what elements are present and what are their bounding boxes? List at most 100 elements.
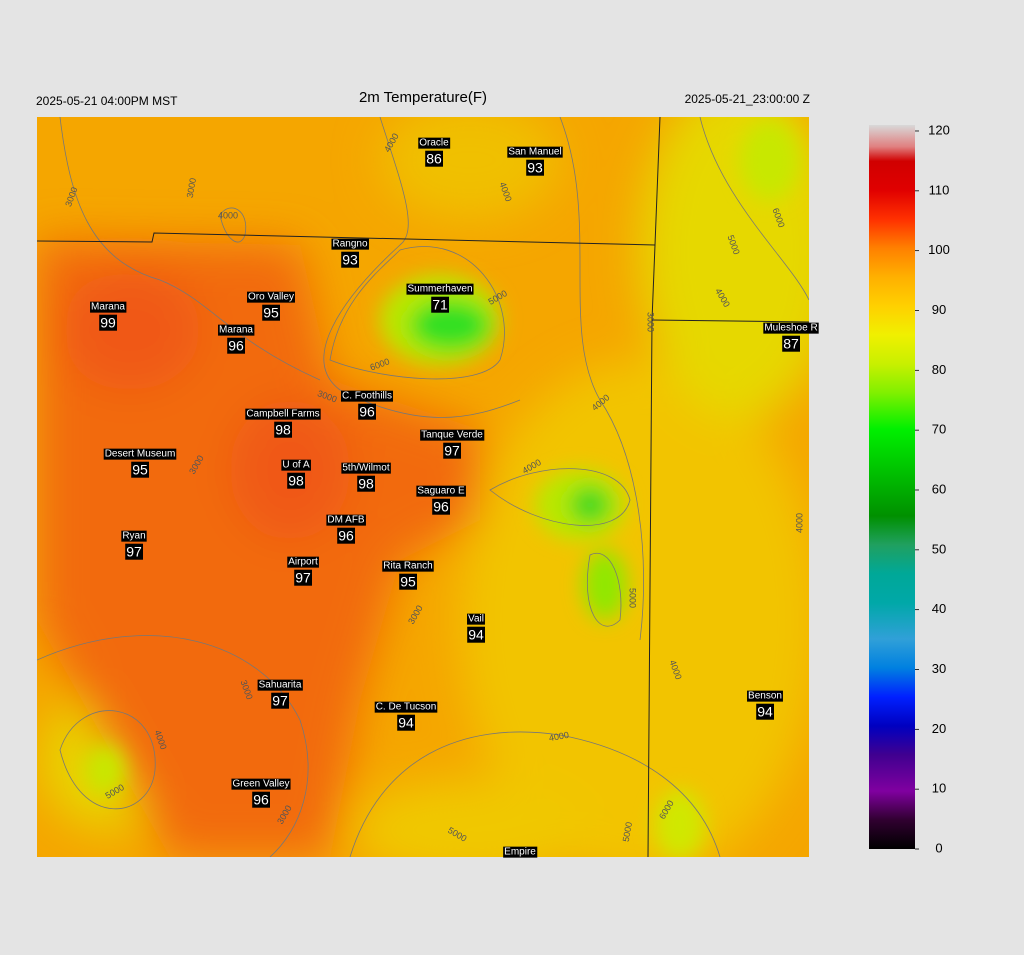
station-name-box bbox=[247, 291, 295, 303]
station-name: Empire bbox=[504, 847, 536, 858]
station-name-box bbox=[103, 448, 177, 460]
station-name: San Manuel bbox=[508, 147, 561, 158]
station-name-box bbox=[331, 238, 369, 250]
station-name: Oracle bbox=[419, 138, 449, 149]
station-name: Tanque Verde bbox=[421, 430, 483, 441]
station-value: 97 bbox=[295, 570, 311, 586]
station-name-group: Muleshoe R bbox=[763, 322, 819, 334]
station-value-box bbox=[397, 714, 415, 731]
contour-label: 5000 bbox=[628, 588, 638, 608]
station-value-box bbox=[274, 421, 292, 438]
station-name: U of A bbox=[282, 460, 310, 471]
station-name-box bbox=[287, 556, 319, 568]
map-title: 2m Temperature(F) bbox=[359, 89, 487, 106]
colorbar bbox=[869, 125, 915, 849]
station-name-box bbox=[406, 283, 474, 295]
station-name: Sahuarita bbox=[259, 680, 302, 691]
station-value-box bbox=[271, 692, 289, 709]
station-name: Summerhaven bbox=[407, 284, 472, 295]
station-value: 95 bbox=[400, 574, 416, 590]
station-value-box bbox=[131, 461, 149, 478]
station-name-box bbox=[374, 701, 438, 713]
station-value-box bbox=[287, 472, 305, 489]
station-name: 5th/Wilmot bbox=[342, 463, 389, 474]
station-value: 94 bbox=[757, 704, 773, 720]
station-value-group: 98 bbox=[274, 421, 292, 438]
contour-label: 3000 bbox=[646, 312, 656, 332]
station-name-group: Rangno bbox=[331, 238, 369, 250]
station-value: 96 bbox=[253, 792, 269, 808]
station-name: Marana bbox=[91, 302, 125, 313]
colorbar-tick-label: 0 bbox=[935, 840, 942, 855]
station-name-group: Benson bbox=[747, 690, 783, 702]
station-name: C. Foothills bbox=[342, 391, 392, 402]
station-value-group: 94 bbox=[756, 703, 774, 720]
station-name-box bbox=[416, 485, 466, 497]
contour-label: 4000 bbox=[794, 513, 804, 533]
station-value-group: 94 bbox=[467, 626, 485, 643]
station-value-box bbox=[358, 403, 376, 420]
colorbar-tick-label: 10 bbox=[932, 781, 946, 796]
station-value-box bbox=[99, 314, 117, 331]
station-value: 86 bbox=[426, 151, 442, 167]
station-name: Marana bbox=[219, 325, 253, 336]
station-name-box bbox=[326, 514, 366, 526]
station-value-group: 96 bbox=[432, 498, 450, 515]
station-name-group: C. Foothills bbox=[340, 390, 394, 402]
station-value-group: 98 bbox=[287, 472, 305, 489]
station-name-group: Marana bbox=[90, 301, 127, 313]
station-value-group: 71 bbox=[431, 296, 449, 313]
station-value-group: 96 bbox=[337, 527, 355, 544]
station-name: Benson bbox=[748, 691, 782, 702]
station-value-box bbox=[443, 442, 461, 459]
station-value: 93 bbox=[527, 160, 543, 176]
station-value: 96 bbox=[433, 499, 449, 515]
station-name-box bbox=[763, 322, 819, 334]
station-value-box bbox=[341, 251, 359, 268]
valid-time-utc: 2025-05-21_23:00:00 Z bbox=[685, 92, 810, 106]
station-value: 96 bbox=[338, 528, 354, 544]
colorbar-tick-label: 80 bbox=[932, 362, 946, 377]
station-value: 95 bbox=[132, 462, 148, 478]
station-value-box bbox=[432, 498, 450, 515]
station-value: 94 bbox=[468, 627, 484, 643]
station-name-box bbox=[218, 324, 255, 336]
station-name-group: Green Valley bbox=[231, 778, 291, 790]
colorbar-tick-label: 20 bbox=[932, 721, 946, 736]
station-value-group: 98 bbox=[357, 475, 375, 492]
station-name-group: Vail bbox=[467, 613, 485, 625]
station-value-group: 86 bbox=[425, 150, 443, 167]
station-value-box bbox=[337, 527, 355, 544]
station-value-box bbox=[399, 573, 417, 590]
station-name: Desert Museum bbox=[105, 449, 176, 460]
station-value: 96 bbox=[359, 404, 375, 420]
contours bbox=[37, 117, 809, 857]
temperature-field: 3000 300040004000400050006000300030004000… bbox=[37, 117, 809, 857]
station-name-box bbox=[420, 429, 485, 441]
station-value-group: 94 bbox=[397, 714, 415, 731]
station-value-box bbox=[294, 569, 312, 586]
station-value-group: 93 bbox=[341, 251, 359, 268]
station-value-group: 93 bbox=[526, 159, 544, 176]
station-value: 97 bbox=[444, 443, 460, 459]
station-value-box bbox=[756, 703, 774, 720]
station-name-box bbox=[121, 530, 147, 542]
station-value: 97 bbox=[126, 544, 142, 560]
station-name-group: Tanque Verde bbox=[420, 429, 485, 441]
colorbar-tick-label: 100 bbox=[928, 242, 950, 257]
station-name: DM AFB bbox=[327, 515, 365, 526]
station-layer: Oracle 86 San Manuel 93 Rangno 93 Marana 99 Oro … bbox=[90, 137, 819, 858]
colorbar-tick-label: 120 bbox=[928, 122, 950, 137]
station-name-group: Ryan bbox=[121, 530, 147, 542]
station-name-group: DM AFB bbox=[326, 514, 366, 526]
station-name-group: 5th/Wilmot bbox=[341, 462, 391, 474]
station-name: Airport bbox=[288, 557, 318, 568]
station-name-group: San Manuel bbox=[507, 146, 563, 158]
station-name-box bbox=[281, 459, 311, 471]
station-name-group: Campbell Farms bbox=[245, 408, 321, 420]
station-value: 94 bbox=[398, 715, 414, 731]
station-name: Saguaro E bbox=[417, 486, 465, 497]
colorbar-tick-label: 30 bbox=[932, 661, 946, 676]
station-value: 98 bbox=[358, 476, 374, 492]
station-name: C. De Tucson bbox=[376, 702, 437, 713]
